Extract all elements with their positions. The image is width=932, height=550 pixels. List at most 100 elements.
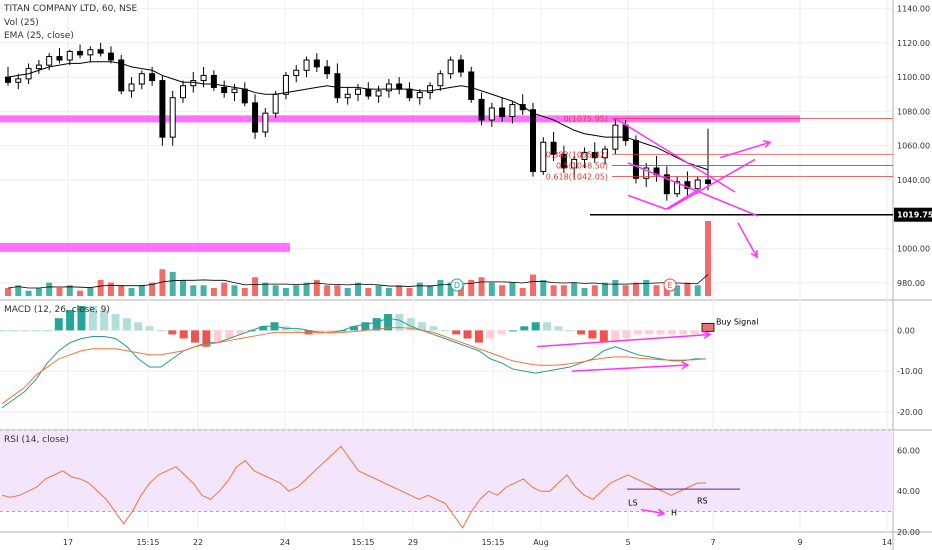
macd-histogram-bar bbox=[384, 314, 393, 331]
volume-bar bbox=[46, 282, 53, 296]
macd-histogram-bar bbox=[543, 322, 552, 331]
volume-bar bbox=[97, 279, 104, 296]
volume-bar bbox=[56, 287, 63, 296]
macd-histogram-bar bbox=[9, 330, 18, 332]
volume-bar bbox=[427, 285, 434, 296]
macd-histogram-bar bbox=[531, 322, 540, 331]
time-tick-label: 7 bbox=[710, 538, 715, 547]
volume-bar bbox=[550, 285, 557, 296]
candle-body bbox=[262, 112, 269, 133]
candle-body bbox=[355, 88, 361, 95]
macd-tick-label: -20.00 bbox=[897, 408, 923, 417]
candle-body bbox=[77, 50, 84, 56]
macd-histogram-bar bbox=[667, 330, 676, 335]
volume-bar bbox=[457, 285, 464, 296]
trendline bbox=[627, 162, 759, 217]
candle-body bbox=[118, 59, 125, 92]
volume-bar bbox=[530, 274, 536, 296]
head-label: H bbox=[671, 509, 677, 518]
macd-histogram-bar bbox=[236, 330, 245, 335]
trendline bbox=[627, 187, 701, 210]
volume-bar bbox=[200, 285, 207, 296]
macd-histogram-bar bbox=[350, 326, 358, 331]
time-tick-label: 24 bbox=[280, 538, 290, 547]
candle-body bbox=[46, 56, 53, 66]
candle-body bbox=[159, 80, 166, 138]
signal-line bbox=[1, 327, 707, 405]
macd-histogram-bar bbox=[520, 326, 529, 331]
candle-body bbox=[406, 88, 413, 99]
candle-body bbox=[210, 74, 217, 88]
volume-bar bbox=[77, 290, 84, 296]
fib-level-label: 0.5(1048.50) bbox=[556, 161, 608, 170]
macd-histogram-bar bbox=[611, 330, 620, 343]
volume-bar bbox=[138, 285, 145, 296]
macd-histogram-bar bbox=[88, 305, 97, 331]
macd-arrow bbox=[536, 333, 711, 348]
rsi-legend: RSI (14, close) bbox=[4, 435, 69, 445]
volume-bar bbox=[180, 279, 186, 296]
candle-body bbox=[468, 71, 475, 100]
time-tick-label: 17 bbox=[63, 538, 73, 547]
volume-ma-line bbox=[7, 274, 709, 289]
candle-body bbox=[530, 109, 536, 172]
price-tick-label: 1120.00 bbox=[897, 39, 930, 48]
time-tick-label: 5 bbox=[625, 538, 630, 547]
down-arrow bbox=[737, 222, 758, 258]
volume-bar bbox=[684, 282, 691, 296]
volume-bar bbox=[488, 282, 495, 296]
macd-histogram-bar bbox=[66, 310, 75, 331]
volume-bar bbox=[406, 287, 413, 296]
candle-body bbox=[66, 50, 73, 61]
dividend-marker-label: D bbox=[454, 281, 460, 290]
ema-legend: EMA (25, close) bbox=[4, 31, 74, 41]
macd-histogram-bar bbox=[588, 330, 597, 339]
candle-body bbox=[303, 59, 310, 71]
volume-bar bbox=[107, 282, 114, 296]
macd-histogram-bar bbox=[463, 330, 472, 339]
rsi-arrow bbox=[640, 508, 665, 515]
volume-bar bbox=[385, 287, 392, 296]
macd-histogram-bar bbox=[191, 330, 200, 343]
candle-body bbox=[694, 179, 701, 190]
candle-body bbox=[169, 97, 176, 138]
down-arrow-head bbox=[750, 250, 758, 259]
macd-histogram-bar bbox=[293, 330, 302, 332]
trendline bbox=[614, 117, 736, 193]
macd-histogram-bar bbox=[122, 318, 131, 331]
macd-histogram-bar bbox=[656, 330, 665, 335]
candle-body bbox=[35, 64, 42, 70]
rsi-tick-label: 20.00 bbox=[897, 528, 920, 537]
volume-bar bbox=[241, 287, 248, 296]
volume-bar bbox=[231, 285, 238, 296]
macd-histogram-bar bbox=[429, 326, 438, 331]
candle-body bbox=[540, 141, 547, 172]
volume-bar bbox=[499, 285, 506, 296]
volume-bar bbox=[355, 282, 361, 296]
candle-body bbox=[602, 148, 609, 159]
macd-histogram-bar bbox=[406, 318, 415, 331]
macd-histogram-bar bbox=[418, 322, 427, 331]
macd-arrow bbox=[571, 364, 689, 372]
macd-histogram-bar bbox=[497, 330, 506, 335]
volume-bar bbox=[87, 287, 94, 296]
macd-histogram-bar bbox=[372, 318, 381, 331]
macd-histogram-bar bbox=[225, 330, 234, 339]
volume-bar bbox=[252, 277, 259, 296]
volume-bar bbox=[694, 285, 701, 296]
time-tick-label: 29 bbox=[408, 538, 418, 547]
candle-body bbox=[684, 181, 691, 190]
time-tick-label: 22 bbox=[193, 538, 203, 547]
candle-body bbox=[416, 92, 423, 99]
volume-bar bbox=[632, 282, 639, 296]
earnings-marker bbox=[663, 278, 677, 292]
candle-body bbox=[499, 107, 506, 118]
candle-body bbox=[427, 85, 434, 94]
up-arrow-head bbox=[762, 140, 772, 148]
candle-body bbox=[149, 73, 156, 82]
candle-body bbox=[128, 83, 135, 92]
macd-histogram-bar bbox=[440, 330, 449, 332]
macd-legend: MACD (12, 26, close, 9) bbox=[4, 305, 110, 315]
candle-body bbox=[241, 88, 248, 104]
up-arrow bbox=[719, 141, 771, 159]
